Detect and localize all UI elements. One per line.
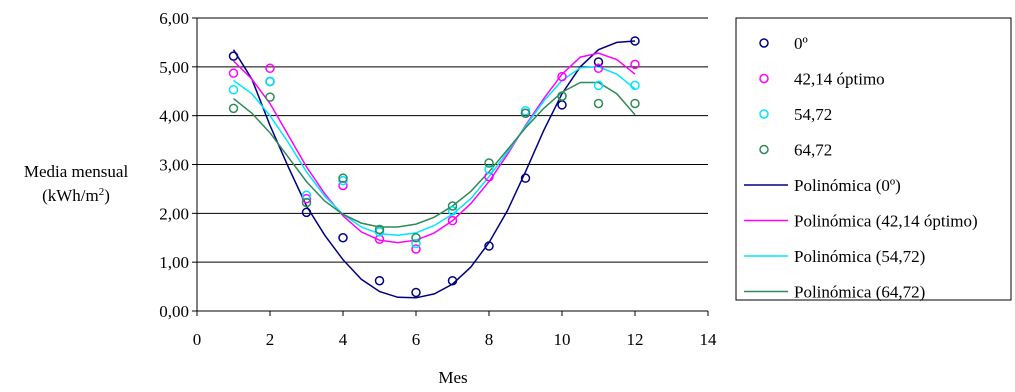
data-point xyxy=(630,80,640,91)
data-point xyxy=(593,57,604,67)
data-point xyxy=(374,224,385,235)
data-point xyxy=(374,275,385,286)
data-point xyxy=(228,85,239,95)
data-point xyxy=(447,215,458,226)
x-tick-label: 10 xyxy=(554,330,571,349)
legend-label: 54,72 xyxy=(794,105,832,124)
y-tick-label: 1,00 xyxy=(159,253,189,272)
legend-label: Polinómica (64,72) xyxy=(794,283,925,302)
data-point xyxy=(593,80,604,91)
data-point xyxy=(411,287,421,298)
y-axis-unit-superscript: 2 xyxy=(99,186,105,198)
legend-label: 0º xyxy=(794,34,808,53)
y-axis-title-line2: (kWh/m2) xyxy=(42,186,110,205)
trendlines xyxy=(232,40,636,299)
data-point xyxy=(447,206,458,216)
data-point xyxy=(557,71,567,82)
data-point xyxy=(228,103,239,114)
data-point xyxy=(520,173,531,183)
data-point xyxy=(557,100,567,110)
x-tick-label: 6 xyxy=(412,330,421,349)
x-tick-label: 8 xyxy=(485,330,494,349)
legend-label: 42,14 óptimo xyxy=(794,70,885,89)
legend-label: Polinómica (42,14 óptimo) xyxy=(794,212,978,231)
data-point xyxy=(265,76,275,87)
data-points xyxy=(228,36,640,298)
trendline xyxy=(232,40,636,299)
legend-box xyxy=(735,17,1012,301)
data-point xyxy=(265,92,275,102)
x-tick-label: 12 xyxy=(627,330,644,349)
legend-label: Polinómica (54,72) xyxy=(794,247,925,266)
legend-label: Polinómica (0º) xyxy=(794,176,901,195)
y-axis-unit-prefix: (kWh/m xyxy=(42,186,99,205)
legend-marker xyxy=(759,38,769,48)
x-axis-title: Mes xyxy=(438,368,467,387)
data-point xyxy=(228,51,239,61)
data-point xyxy=(265,63,275,74)
data-point xyxy=(301,193,312,204)
legend-marker xyxy=(759,144,769,155)
data-point xyxy=(338,233,348,243)
data-point xyxy=(411,233,421,243)
data-point xyxy=(593,98,604,109)
x-axis-ticks: 0 2 4 6 8 10 12 14 xyxy=(193,310,718,349)
data-point xyxy=(520,108,531,118)
data-point xyxy=(484,241,494,251)
y-tick-label: 3,00 xyxy=(159,156,189,175)
x-tick-label: 4 xyxy=(339,330,348,349)
legend: 0º 42,14 óptimo 54,72 64,72 Polinómica (0º) P… xyxy=(735,17,1012,302)
y-tick-label: 0,00 xyxy=(159,302,189,321)
x-tick-label: 2 xyxy=(266,330,275,349)
y-axis-title-line1: Media mensual xyxy=(24,162,129,181)
trendline xyxy=(233,81,636,228)
data-point xyxy=(447,275,458,286)
x-tick-label: 0 xyxy=(193,330,202,349)
data-point xyxy=(447,201,458,211)
legend-marker xyxy=(759,73,769,84)
data-point xyxy=(630,36,640,46)
y-tick-label: 5,00 xyxy=(159,58,189,77)
data-point xyxy=(484,164,494,175)
y-tick-label: 6,00 xyxy=(159,9,189,28)
data-point xyxy=(630,59,640,70)
y-axis-unit-suffix: ) xyxy=(104,186,110,205)
x-tick-label: 14 xyxy=(700,330,718,349)
data-point xyxy=(630,98,640,109)
y-tick-label: 2,00 xyxy=(159,204,189,223)
legend-label: 64,72 xyxy=(794,141,832,160)
y-tick-label: 4,00 xyxy=(159,107,189,126)
data-point xyxy=(301,207,312,218)
data-point xyxy=(484,158,494,168)
data-point xyxy=(411,244,421,254)
y-axis-ticks: 0,00 1,00 2,00 3,00 4,00 5,00 6,00 xyxy=(159,9,198,321)
trendline xyxy=(233,66,636,237)
data-point xyxy=(593,63,604,74)
legend-marker xyxy=(759,109,769,119)
data-point xyxy=(338,173,348,183)
data-point xyxy=(557,91,567,101)
data-point xyxy=(301,197,312,208)
data-point xyxy=(411,238,421,249)
data-point xyxy=(228,68,239,78)
trendline xyxy=(232,52,636,244)
